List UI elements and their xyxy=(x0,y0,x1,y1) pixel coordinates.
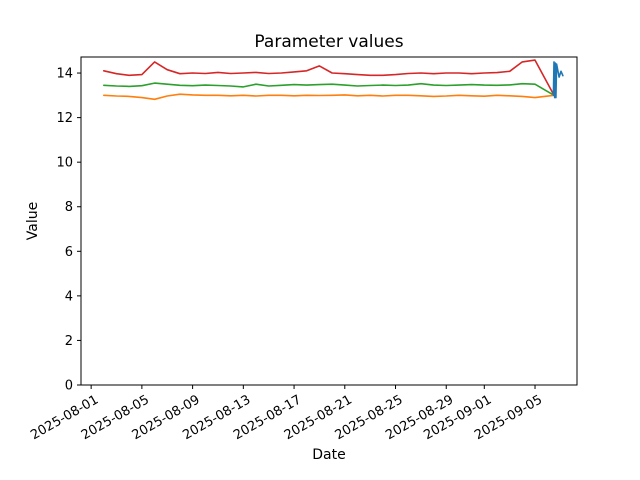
y-tick-label: 14 xyxy=(56,67,73,82)
blue-series-line xyxy=(552,61,564,99)
y-tick-label: 4 xyxy=(65,289,73,304)
plot-area xyxy=(80,56,578,386)
y-tick-label: 10 xyxy=(56,156,73,171)
plot-lines xyxy=(103,59,564,101)
orange-series-line xyxy=(103,93,555,101)
red-series-line xyxy=(103,59,555,97)
y-tick-label: 0 xyxy=(65,379,73,394)
chart-title: Parameter values xyxy=(254,32,403,52)
y-tick-label: 12 xyxy=(56,111,73,126)
y-tick-label: 2 xyxy=(65,334,73,349)
green-series-line xyxy=(103,82,555,97)
y-tick-label: 8 xyxy=(65,200,73,215)
y-axis-label: Value xyxy=(25,202,41,240)
y-tick-label: 6 xyxy=(65,245,73,260)
x-axis-label: Date xyxy=(312,447,345,463)
